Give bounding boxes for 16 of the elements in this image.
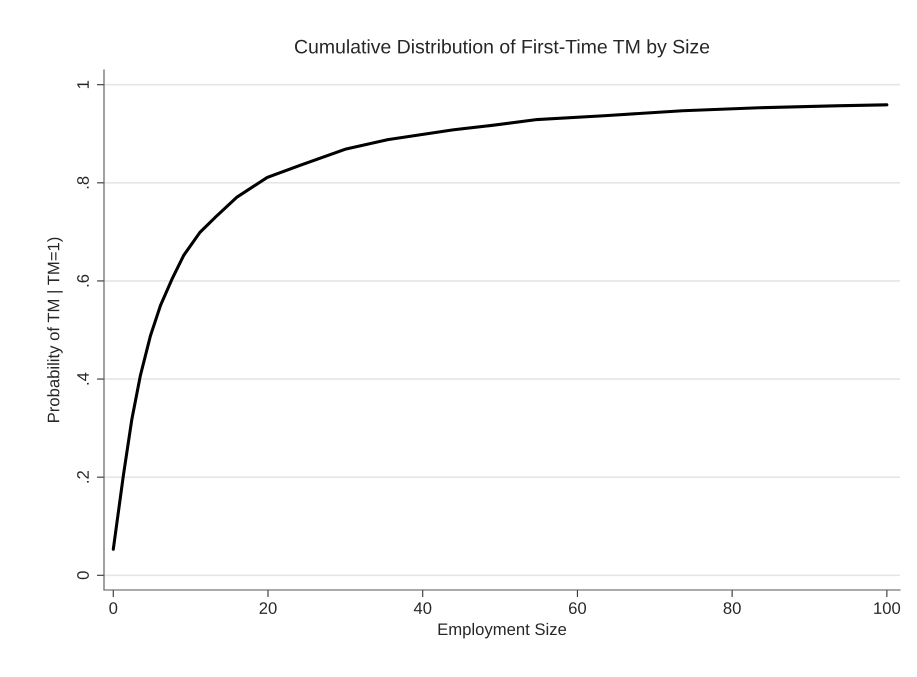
y-tick-label: .8 bbox=[77, 176, 89, 188]
x-tick-label: 0 bbox=[109, 602, 118, 614]
x-tick-label: 80 bbox=[724, 602, 741, 614]
x-tick-label: 60 bbox=[569, 602, 586, 614]
x-axis-title: Employment Size bbox=[438, 622, 566, 638]
x-tick-label: 40 bbox=[414, 602, 432, 614]
y-tick-label: .2 bbox=[77, 471, 89, 483]
x-tick-label: 20 bbox=[260, 602, 277, 614]
y-axis-title: Probability of TM | TM=1) bbox=[47, 238, 63, 422]
y-tick-label: .4 bbox=[77, 372, 89, 384]
y-tick-label: .6 bbox=[77, 274, 89, 286]
line-series bbox=[112, 103, 888, 551]
y-tick-label: 1 bbox=[77, 80, 89, 88]
y-tick-label: 0 bbox=[77, 571, 89, 580]
chart-title: Cumulative Distribution of First-Time TM by Size bbox=[295, 39, 710, 58]
x-tick-label: 100 bbox=[874, 602, 900, 614]
